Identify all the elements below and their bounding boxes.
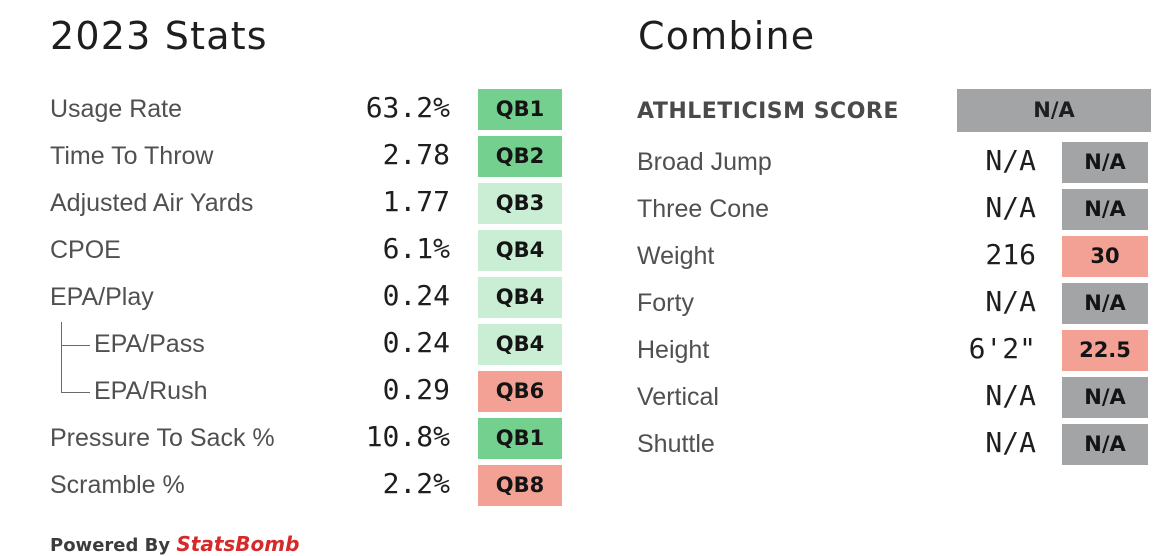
combine-value: N/A (985, 285, 1036, 318)
combine-label: Height (637, 336, 710, 364)
combine-row-shuttle: Shuttle N/A N/A (637, 422, 1152, 466)
stat-label: EPA/Pass (94, 330, 205, 358)
powered-by-footer: Powered By StatsBomb (50, 532, 299, 556)
stat-row-epa-rush: EPA/Rush 0.29 QB6 (50, 369, 570, 413)
tree-connector-pass (61, 345, 90, 346)
stat-row-pressure-to-sack: Pressure To Sack % 10.8% QB1 (50, 416, 570, 460)
tree-connector-vertical (61, 322, 62, 393)
combine-value: N/A (985, 379, 1036, 412)
stat-value: 10.8% (365, 420, 450, 453)
combine-label: Vertical (637, 383, 719, 411)
stat-value: 6.1% (382, 232, 450, 265)
stat-value: 2.78 (382, 138, 450, 171)
rank-badge: QB6 (478, 371, 562, 412)
rank-badge: QB4 (478, 277, 562, 318)
combine-value: N/A (985, 191, 1036, 224)
combine-label: Broad Jump (637, 148, 772, 176)
combine-label: Shuttle (637, 430, 715, 458)
stat-value: 63.2% (365, 91, 450, 124)
stat-label: Adjusted Air Yards (50, 189, 254, 217)
rank-badge: QB2 (478, 136, 562, 177)
rank-badge: QB4 (478, 230, 562, 271)
stat-label: Time To Throw (50, 142, 214, 170)
stat-label: EPA/Play (50, 283, 154, 311)
stat-row-time-to-throw: Time To Throw 2.78 QB2 (50, 134, 570, 178)
combine-score-badge: N/A (1062, 283, 1148, 324)
combine-value: N/A (985, 144, 1036, 177)
stat-row-epa-play: EPA/Play 0.24 QB4 (50, 275, 570, 319)
stat-value: 0.24 (382, 326, 450, 359)
stat-value: 2.2% (382, 467, 450, 500)
rank-badge: QB3 (478, 183, 562, 224)
combine-score-badge: N/A (1062, 142, 1148, 183)
combine-row-forty: Forty N/A N/A (637, 281, 1152, 325)
athleticism-score-badge: N/A (957, 89, 1151, 132)
combine-row-three-cone: Three Cone N/A N/A (637, 187, 1152, 231)
stat-row-adjusted-air-yards: Adjusted Air Yards 1.77 QB3 (50, 181, 570, 225)
combine-title: Combine (638, 14, 816, 58)
stat-label: Scramble % (50, 471, 185, 499)
combine-score-badge: N/A (1062, 377, 1148, 418)
combine-score-badge: N/A (1062, 189, 1148, 230)
combine-value: N/A (985, 426, 1036, 459)
athleticism-score-label: ATHLETICISM SCORE (637, 99, 899, 124)
stat-row-epa-pass: EPA/Pass 0.24 QB4 (50, 322, 570, 366)
powered-by-label: Powered By (50, 535, 171, 556)
combine-row-height: Height 6'2" 22.5 (637, 328, 1152, 372)
stat-value: 1.77 (382, 185, 450, 218)
combine-score-badge: N/A (1062, 424, 1148, 465)
combine-label: Forty (637, 289, 694, 317)
stat-value: 0.24 (382, 279, 450, 312)
combine-score-badge: 22.5 (1062, 330, 1148, 371)
combine-score-badge: 30 (1062, 236, 1148, 277)
stat-label: Usage Rate (50, 95, 183, 123)
stat-value: 0.29 (382, 373, 450, 406)
stat-label: CPOE (50, 236, 121, 264)
stats-title: 2023 Stats (50, 14, 268, 58)
stat-label: EPA/Rush (94, 377, 208, 405)
stat-row-cpoe: CPOE 6.1% QB4 (50, 228, 570, 272)
statsbomb-logo: StatsBomb (176, 532, 300, 556)
stat-row-usage-rate: Usage Rate 63.2% QB1 (50, 87, 570, 131)
combine-row-weight: Weight 216 30 (637, 234, 1152, 278)
tree-connector-rush (61, 392, 90, 393)
stat-label: Pressure To Sack % (50, 424, 275, 452)
combine-value: 6'2" (968, 332, 1036, 365)
combine-row-broad-jump: Broad Jump N/A N/A (637, 140, 1152, 184)
rank-badge: QB1 (478, 418, 562, 459)
combine-row-vertical: Vertical N/A N/A (637, 375, 1152, 419)
combine-label: Three Cone (637, 195, 770, 223)
combine-value: 216 (985, 238, 1036, 271)
stat-row-scramble: Scramble % 2.2% QB8 (50, 463, 570, 507)
rank-badge: QB4 (478, 324, 562, 365)
combine-label: Weight (637, 242, 715, 270)
rank-badge: QB8 (478, 465, 562, 506)
rank-badge: QB1 (478, 89, 562, 130)
